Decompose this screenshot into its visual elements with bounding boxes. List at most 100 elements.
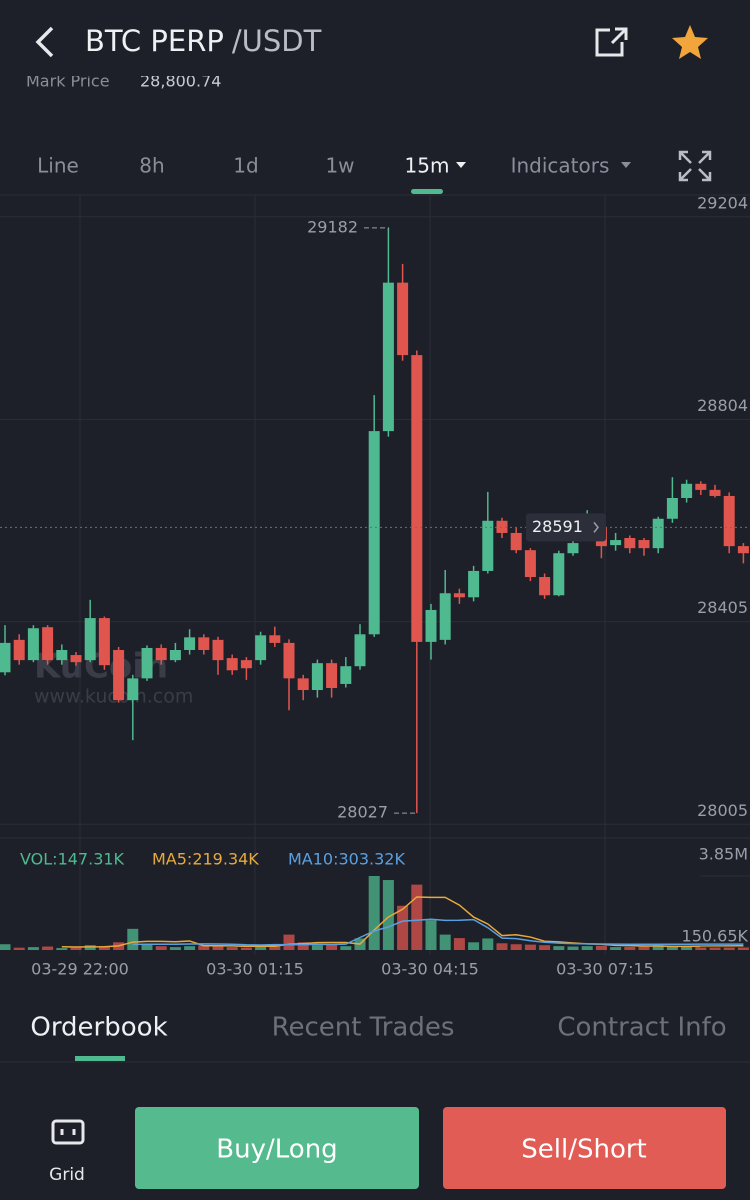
volume-bar: [681, 946, 693, 950]
volume-bar: [269, 946, 281, 950]
volume-bar: [127, 928, 139, 950]
candle-body: [737, 546, 749, 554]
candle-body: [524, 550, 536, 578]
volume-bar: [212, 945, 224, 950]
grid-button[interactable]: Grid: [49, 1119, 85, 1185]
interval-tab[interactable]: Indicators: [511, 154, 610, 178]
volume-bar: [169, 947, 181, 950]
interval-tab[interactable]: 8h: [139, 154, 164, 178]
share-icon: [595, 28, 624, 57]
x-tick-label: 03-30 07:15: [556, 960, 654, 979]
candle-body: [184, 637, 196, 650]
section-tab[interactable]: Contract Info: [557, 1013, 726, 1043]
candle-body: [226, 658, 238, 671]
candle-body: [425, 609, 437, 642]
volume-bar: [226, 947, 238, 950]
volume-bar: [240, 947, 252, 950]
candle-body: [13, 639, 25, 661]
volume-bar: [723, 947, 735, 950]
low-annotation: 28027: [337, 803, 388, 822]
candle-body: [141, 647, 153, 679]
volume-bar: [709, 946, 721, 950]
volume-bar: [42, 946, 54, 950]
candle-body: [198, 637, 210, 650]
volume-bar: [13, 947, 25, 950]
candle-body: [240, 660, 252, 669]
volume-bar: [652, 945, 664, 950]
candle-body: [311, 663, 323, 691]
volume-bar: [198, 945, 210, 950]
candle-body: [27, 628, 39, 661]
y-tick-label: 28005: [697, 801, 748, 820]
candle-body: [84, 618, 96, 661]
last-price-chevron: [593, 521, 599, 533]
candle-body: [382, 282, 394, 432]
section-tabs: Orderbook Recent Trades Contract Info: [30, 1013, 727, 1061]
back-button[interactable]: [35, 26, 54, 58]
fullscreen-icon: [678, 150, 712, 182]
title-base: BTC PERP: [85, 24, 224, 58]
candle-body: [567, 543, 579, 554]
sell-button[interactable]: Sell/Short: [443, 1107, 726, 1189]
y-tick-label: 29204: [697, 193, 748, 212]
candle-body: [42, 627, 54, 661]
volume-legend: MA10:303.32K: [288, 850, 405, 869]
candle-body: [340, 666, 352, 684]
candle-body: [681, 483, 693, 498]
volume-bar: [439, 934, 451, 950]
interval-tabs: Line 8h 1d 1w 15m Indicators: [37, 154, 631, 194]
volume-bar: [0, 944, 11, 950]
volume-tick-label: 3.85M: [699, 845, 748, 864]
mark-price-label: Mark Price: [26, 72, 110, 91]
share-arrow: [610, 27, 628, 45]
candle-body: [212, 639, 224, 661]
buy-label: Buy/Long: [216, 1135, 337, 1165]
candle-body: [695, 483, 707, 490]
interval-tab[interactable]: 1d: [233, 154, 258, 178]
volume-legend: MA5:219.34K: [152, 850, 259, 869]
section-tab[interactable]: Recent Trades: [272, 1013, 455, 1043]
candle-body: [155, 647, 167, 661]
candle-body: [453, 593, 465, 598]
ma10-line: [132, 918, 744, 946]
y-tick-label: 28405: [697, 598, 748, 617]
dropdown-caret: [456, 162, 466, 168]
grid-label: Grid: [49, 1165, 85, 1185]
fullscreen-button[interactable]: [678, 150, 712, 182]
mark-price-value: 28,800.74: [140, 72, 221, 91]
candle-body: [439, 593, 451, 640]
candle-body: [326, 663, 338, 688]
volume-bar: [340, 946, 352, 950]
buy-button[interactable]: Buy/Long: [135, 1107, 419, 1189]
candle-body: [666, 497, 678, 519]
active-indicator: [75, 1056, 125, 1061]
volume-bar: [567, 946, 579, 950]
ma5-line: [61, 896, 744, 948]
candle-body: [269, 635, 281, 643]
candle-body: [482, 520, 494, 571]
volume-bar: [524, 944, 536, 950]
x-tick-label: 03-29 22:00: [31, 960, 129, 979]
candle-body: [98, 618, 110, 666]
title: BTC PERP/USDT: [85, 24, 322, 58]
x-tick-label: 03-30 01:15: [206, 960, 304, 979]
interval-tab[interactable]: 15m: [405, 154, 450, 178]
volume-bar: [581, 946, 593, 950]
volume-bar: [610, 947, 622, 950]
volume-bar: [482, 938, 494, 950]
candle-body: [169, 649, 181, 661]
candle-body: [496, 520, 508, 533]
share-button[interactable]: [595, 27, 628, 57]
interval-tab[interactable]: Line: [37, 154, 79, 178]
interval-tab[interactable]: 1w: [325, 154, 354, 178]
favorite-star[interactable]: [672, 25, 708, 59]
candle-body: [723, 495, 735, 547]
last-price-box: [526, 513, 606, 542]
candle-body: [113, 649, 125, 701]
candle-body: [510, 532, 522, 551]
volume-legend: VOL:147.31K: [20, 850, 125, 869]
section-tab[interactable]: Orderbook: [30, 1013, 167, 1043]
volume-bar: [56, 948, 68, 950]
